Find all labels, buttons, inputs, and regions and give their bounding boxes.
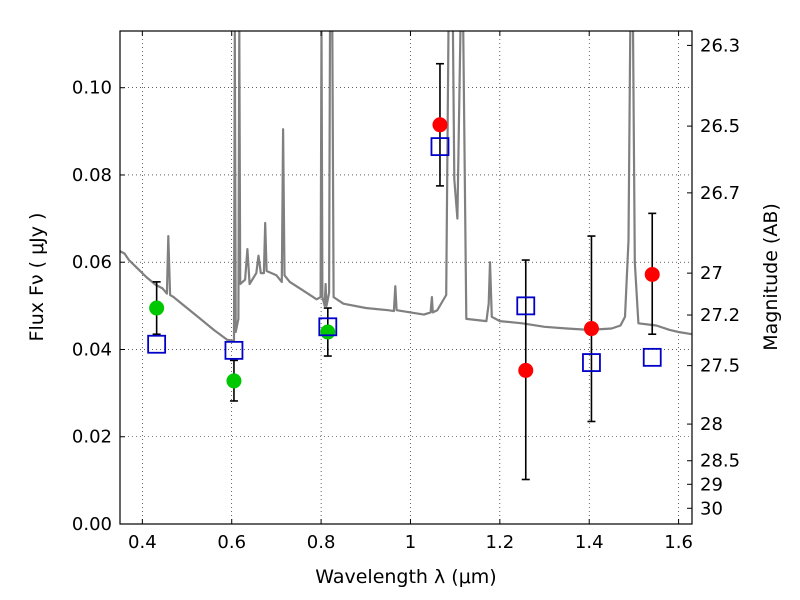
data-point-square [582, 353, 601, 372]
y2-tick-label: 27.2 [700, 305, 740, 326]
data-point-square [147, 334, 167, 354]
y2-axis-label: Magnitude (AB) [760, 203, 782, 351]
y-tick-label: 0.04 [72, 339, 112, 360]
y2-tick-label: 26.7 [700, 183, 740, 204]
spectrum-line [120, 31, 692, 342]
y-tick-label: 0.06 [72, 252, 112, 273]
data-point-circle [226, 373, 242, 389]
x-tick-label: 1.4 [575, 532, 604, 553]
data-point-circle [583, 321, 599, 337]
x-tick-label: 0.6 [217, 532, 246, 553]
y2-tick-label: 28.5 [700, 451, 740, 472]
ticks: 0.4 0.6 0.8 1 1.2 1.4 1.6 0.00 0.02 0.04 0.06 0.08 0… [72, 31, 740, 553]
y2-tick-label: 26.5 [700, 116, 740, 137]
data-point-circle [149, 300, 165, 316]
plot-frame [119, 30, 693, 525]
data-point-square [642, 347, 662, 367]
data-point-circle [320, 324, 336, 340]
y2-tick-label: 26.3 [700, 35, 740, 56]
x-tick-label: 1.6 [664, 532, 693, 553]
data-point-circle [432, 117, 448, 133]
y-tick-label: 0.08 [72, 165, 112, 186]
plot-content [120, 31, 692, 481]
data-point-circle [644, 266, 660, 282]
x-tick-label: 0.4 [128, 532, 157, 553]
y2-tick-label: 27 [700, 263, 723, 284]
y2-tick-label: 27.5 [700, 356, 740, 377]
x-tick-label: 1 [405, 532, 416, 553]
y-tick-label: 0.10 [72, 78, 112, 99]
data-point-square [224, 340, 244, 360]
data-point-circle [518, 362, 534, 378]
x-tick-label: 0.8 [307, 532, 336, 553]
data-point-square [430, 137, 450, 157]
y2-tick-label: 30 [700, 498, 723, 519]
y-axis-label: Flux Fν ( μJy ) [26, 213, 48, 342]
y2-tick-label: 29 [700, 474, 723, 495]
data-point-square [516, 296, 536, 316]
y-tick-label: 0.02 [72, 427, 112, 448]
y-tick-label: 0.00 [72, 514, 112, 535]
data-point-square [318, 317, 338, 337]
x-tick-label: 1.2 [486, 532, 515, 553]
x-axis-label: Wavelength λ (μm) [315, 566, 496, 588]
y2-tick-label: 28 [700, 414, 723, 435]
